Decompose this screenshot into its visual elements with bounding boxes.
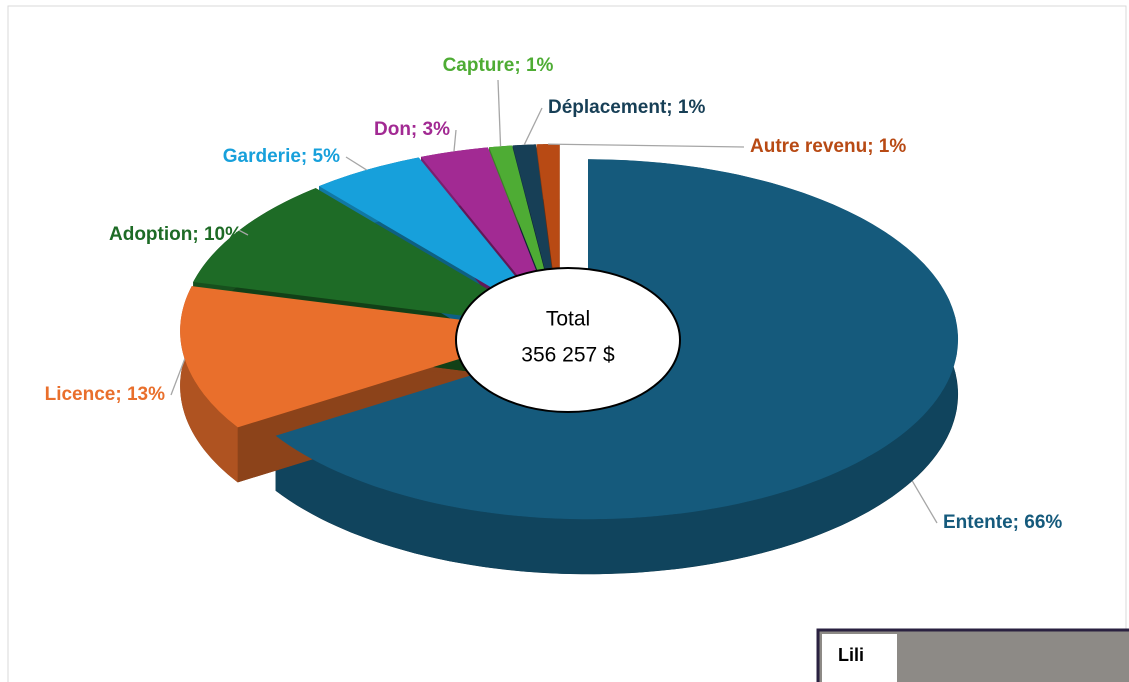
center-badge <box>455 267 681 413</box>
data-label: Garderie; 5% <box>223 146 340 167</box>
slice <box>319 157 555 325</box>
data-label: Adoption; 10% <box>109 224 242 245</box>
leader-line <box>911 480 938 524</box>
data-label: Déplacement; 1% <box>548 97 705 118</box>
data-label: Capture; 1% <box>443 55 554 76</box>
slice <box>193 188 552 327</box>
photo-caption-bg <box>822 634 897 682</box>
leader-line <box>497 79 502 147</box>
leader-line <box>453 129 457 152</box>
leader-line <box>523 107 543 146</box>
leader-line <box>548 143 745 148</box>
leader-line <box>170 358 186 396</box>
center-title: Total <box>546 308 590 331</box>
leader-line <box>238 229 249 236</box>
leader-line <box>345 156 367 171</box>
data-label: Entente; 66% <box>943 512 1062 533</box>
data-label: Don; 3% <box>374 119 450 140</box>
slice <box>180 286 551 428</box>
data-label: Licence; 13% <box>45 384 165 405</box>
center-value: 356 257 $ <box>521 344 615 367</box>
photo-caption: Lili <box>838 645 864 665</box>
data-label: Autre revenu; 1% <box>750 136 906 157</box>
slice-side <box>180 286 238 483</box>
